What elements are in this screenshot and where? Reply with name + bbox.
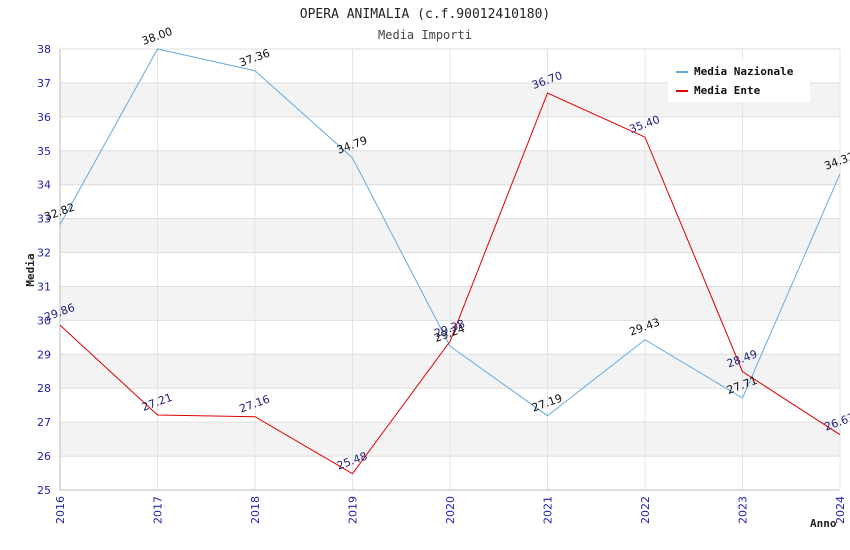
series-lines [59, 48, 841, 475]
x-tick-label: 2018 [249, 496, 262, 524]
y-tick-label: 37 [37, 77, 51, 90]
gridlines [59, 48, 841, 491]
y-tick-label: 34 [37, 179, 51, 192]
x-tick-label: 2017 [152, 496, 165, 524]
series-line [59, 48, 841, 417]
y-tick-label: 28 [37, 382, 51, 395]
x-tick-label: 2020 [444, 496, 457, 524]
y-tick-label: 35 [37, 145, 51, 158]
y-tick-label: 31 [37, 280, 51, 293]
y-tick-label: 32 [37, 247, 51, 260]
chart-subtitle: Media Importi [378, 28, 472, 42]
y-tick-label: 29 [37, 348, 51, 361]
y-tick-label: 30 [37, 314, 51, 327]
y-tick-label: 33 [37, 213, 51, 226]
y-tick-label: 25 [37, 484, 51, 497]
x-tick-label: 2021 [542, 496, 555, 524]
x-tick-label: 2016 [54, 496, 67, 524]
x-tick-label: 2022 [639, 496, 652, 524]
legend-entry: Media Nazionale [694, 65, 794, 78]
series-line [59, 92, 841, 475]
y-axis-label: Media [24, 253, 37, 286]
y-axis-ticks: 25 26 27 28 29 30 31 32 33 34 35 36 37 38 [37, 43, 51, 497]
legend-entry: Media Ente [694, 84, 761, 97]
y-tick-label: 26 [37, 450, 51, 463]
y-tick-label: 27 [37, 416, 51, 429]
legend: Media Nazionale Media Ente [668, 60, 810, 102]
legend-background [668, 60, 810, 102]
chart-title: OPERA ANIMALIA (c.f.90012410180) [300, 7, 550, 22]
y-tick-label: 36 [37, 111, 51, 124]
data-label: 26.63 [823, 411, 850, 434]
x-tick-label: 2019 [347, 496, 360, 524]
x-axis-label: Anno [810, 517, 837, 530]
x-tick-label: 2024 [834, 496, 847, 524]
x-axis-ticks: 2016 2017 2018 2019 2020 2021 2022 2023 2024 [54, 496, 847, 524]
y-tick-label: 38 [37, 43, 51, 56]
data-label: 38.00 [140, 25, 174, 48]
x-tick-label: 2023 [737, 496, 750, 524]
